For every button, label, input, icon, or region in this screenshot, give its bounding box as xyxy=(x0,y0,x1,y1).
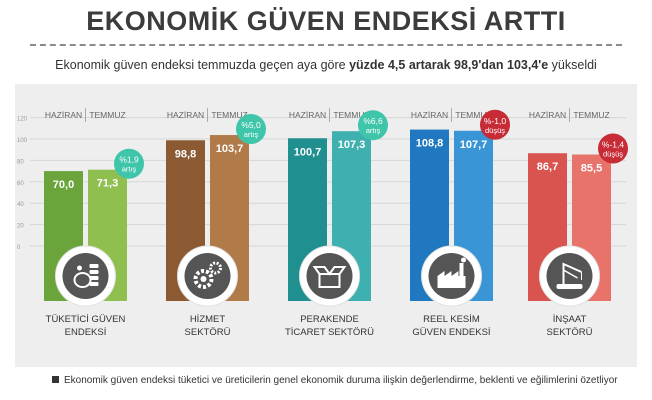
icon-part xyxy=(89,282,99,286)
icon-disc xyxy=(184,253,231,299)
y-tick-label: 100 xyxy=(17,138,28,144)
gears-icon xyxy=(193,261,222,289)
bar-value-label: 100,7 xyxy=(294,146,322,158)
change-badge xyxy=(236,114,266,145)
change-badge xyxy=(480,109,510,140)
series-label-haziran: HAZİRAN xyxy=(289,110,326,120)
series-label-haziran: HAZİRAN xyxy=(529,110,566,120)
bar-value-label: 103,7 xyxy=(216,143,244,155)
change-badge xyxy=(114,148,144,179)
y-tick-label: 20 xyxy=(17,224,24,230)
icon-part xyxy=(209,261,222,275)
icon-part xyxy=(77,265,82,271)
icon-part xyxy=(89,264,99,268)
icon-disc xyxy=(546,253,593,299)
icon-part xyxy=(556,284,583,289)
category-label: SEKTÖRÜ xyxy=(185,327,231,338)
series-label-temmuz: TEMMUZ xyxy=(211,110,247,120)
category-label: PERAKENDE xyxy=(300,314,359,325)
bar-value-label: 71,3 xyxy=(97,178,118,190)
change-word: artış xyxy=(366,126,381,135)
y-tick-label: 80 xyxy=(17,159,24,165)
page-title: EKONOMİK GÜVEN ENDEKSİ ARTTI xyxy=(86,6,566,36)
category-label: GÜVEN ENDEKSİ xyxy=(412,327,490,338)
icon-part xyxy=(193,269,214,289)
factory-icon xyxy=(437,257,466,288)
y-tick-label: 60 xyxy=(17,181,24,187)
bar-value-label: 98,8 xyxy=(175,148,196,160)
footer-text: Ekonomik güven endeksi tüketici ve üreti… xyxy=(64,375,618,386)
icon-part xyxy=(312,266,347,276)
icon-part xyxy=(461,257,466,263)
icon-part xyxy=(459,263,464,276)
change-percent: %6,6 xyxy=(363,116,383,126)
category-label: REEL KESİM xyxy=(423,314,480,325)
change-percent: %5,0 xyxy=(241,120,261,130)
change-percent: %-1,4 xyxy=(602,140,624,150)
change-word: düşüş xyxy=(603,150,623,159)
category-label: HİZMET xyxy=(190,314,226,325)
change-word: artış xyxy=(122,165,137,174)
icon-part xyxy=(563,269,578,279)
piggy-bank-icon xyxy=(73,264,99,288)
icon-disc xyxy=(62,253,109,299)
change-percent: %-1,0 xyxy=(484,116,506,126)
open-box-icon xyxy=(312,266,347,288)
category-label: ENDEKSİ xyxy=(65,327,107,338)
subtitle-post: yükseldi xyxy=(548,58,597,72)
change-badge xyxy=(358,110,388,141)
change-word: düşüş xyxy=(485,126,505,135)
series-label-haziran: HAZİRAN xyxy=(167,110,204,120)
series-label-haziran: HAZİRAN xyxy=(411,110,448,120)
bar-value-label: 107,7 xyxy=(460,139,488,151)
bar-value-label: 85,5 xyxy=(581,163,602,175)
icon-disc xyxy=(306,253,353,299)
icon-part xyxy=(562,262,582,288)
crane-icon xyxy=(556,262,583,289)
footer-bullet xyxy=(52,375,59,383)
bar-value-label: 107,3 xyxy=(338,139,366,151)
category-label: İNŞAAT xyxy=(553,314,587,325)
y-tick-label: 120 xyxy=(17,117,28,123)
series-label-temmuz: TEMMUZ xyxy=(333,110,369,120)
category-label: TÜKETİCİ GÜVEN xyxy=(46,314,126,325)
series-label-haziran: HAZİRAN xyxy=(45,110,82,120)
bar-value-label: 86,7 xyxy=(537,161,558,173)
icon-part xyxy=(200,276,207,282)
change-percent: %1,9 xyxy=(119,155,139,165)
bar-value-label: 70,0 xyxy=(53,179,74,191)
icon-part xyxy=(89,276,99,280)
y-tick-label: 40 xyxy=(17,202,24,208)
subtitle-pre: Ekonomik güven endeksi temmuzda geçen ay… xyxy=(55,58,350,72)
y-tick-label: 0 xyxy=(17,245,21,251)
series-label-temmuz: TEMMUZ xyxy=(573,110,609,120)
title-divider xyxy=(30,44,622,46)
category-label: TİCARET SEKTÖRÜ xyxy=(285,327,374,338)
icon-part xyxy=(437,271,466,288)
icon-part xyxy=(89,270,99,274)
category-label: SEKTÖRÜ xyxy=(547,327,593,338)
change-badge xyxy=(598,133,628,164)
subtitle-bold: yüzde 4,5 artarak 98,9'dan 103,4'e xyxy=(349,58,549,72)
footer-note: Ekonomik güven endeksi tüketici ve üreti… xyxy=(52,375,618,386)
subtitle: Ekonomik güven endeksi temmuzda geçen ay… xyxy=(0,58,652,72)
series-label-temmuz: TEMMUZ xyxy=(455,110,491,120)
change-word: artış xyxy=(244,130,259,139)
series-label-temmuz: TEMMUZ xyxy=(89,110,125,120)
bar-value-label: 108,8 xyxy=(416,138,444,150)
